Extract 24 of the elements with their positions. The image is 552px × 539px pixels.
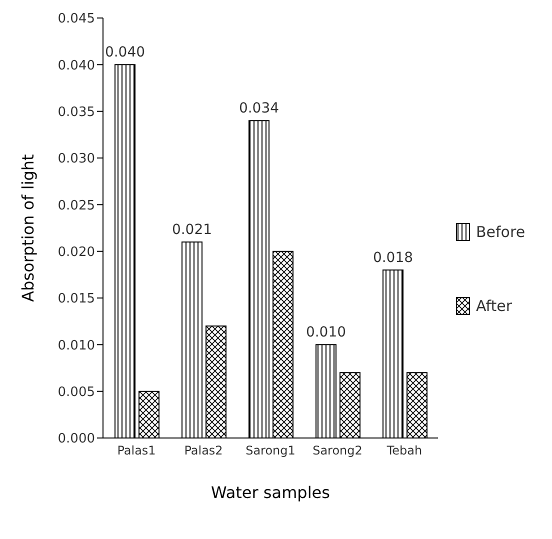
y-tick-label: 0.030 [58,152,95,167]
data-label: 0.018 [372,250,414,266]
y-tick-label: 0.000 [58,432,95,447]
y-tick-label: 0.010 [58,338,95,354]
y-tick-label: 0.040 [58,58,95,74]
legend-label: Before [476,223,526,241]
y-tick-label: 0.025 [58,198,95,214]
x-tick-label: Palas2 [184,444,223,458]
y-tick-label: 0.020 [58,244,95,260]
y-axis-title: Absorption of light [18,154,38,302]
y-tick-label: 0.035 [58,104,95,120]
x-tick-label: Sarong1 [246,444,296,458]
y-tick-label: 0.045 [58,12,95,27]
x-tick-label: Tebah [386,444,422,458]
data-label: 0.021 [172,222,212,238]
data-label: 0.034 [238,100,280,117]
data-label: 0.040 [104,44,146,61]
x-tick-label: Palas1 [117,444,156,458]
y-tick-label: 0.005 [58,384,95,400]
data-label: 0.010 [306,324,346,341]
y-tick-label: 0.015 [58,292,95,307]
legend-label: After [476,297,512,315]
x-tick-label: Sarong2 [312,444,362,458]
x-axis-title: Water samples [211,483,330,502]
